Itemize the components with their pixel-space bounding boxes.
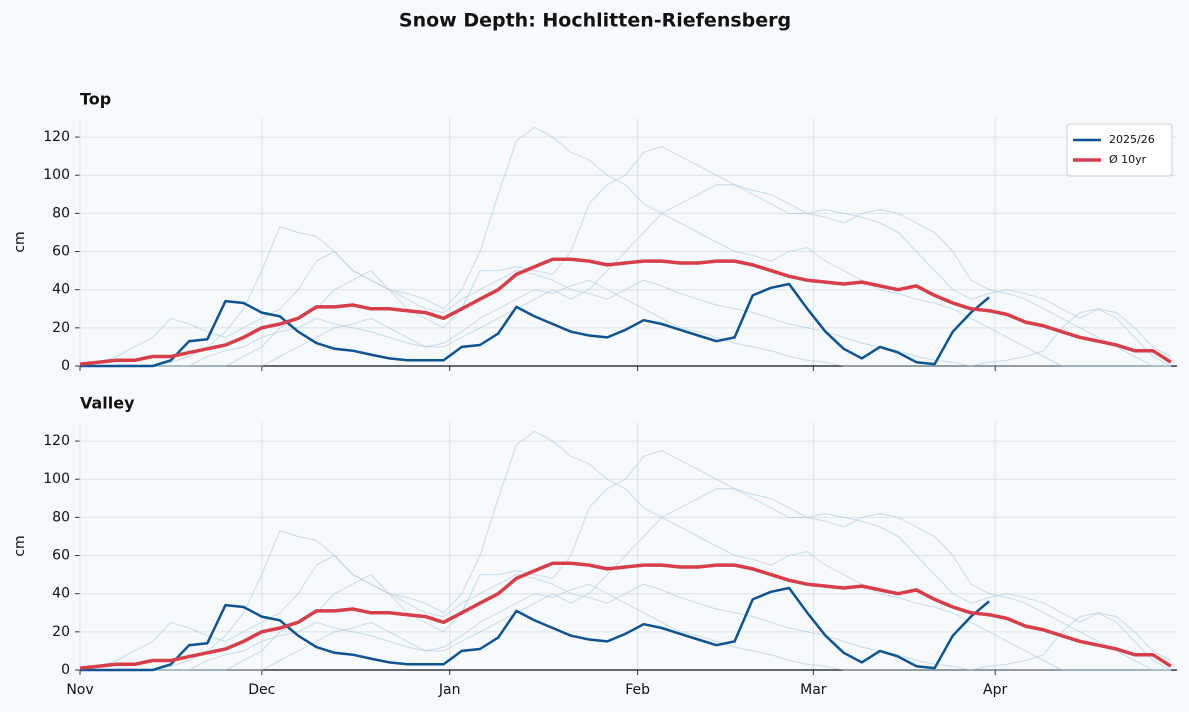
series-line (80, 282, 990, 368)
past-season-line (80, 488, 1172, 671)
y-axis-label: cm (12, 535, 28, 556)
y-tick-label: 120 (43, 433, 70, 449)
series-line (79, 561, 1172, 670)
y-tick-label: 0 (61, 358, 70, 374)
past-season-line (80, 146, 1171, 367)
y-tick-label: 100 (43, 471, 70, 487)
past-season-line (79, 251, 1171, 367)
y-tick-label: 20 (52, 320, 70, 336)
y-tick-label: 0 (61, 662, 70, 678)
x-tick-label: Nov (66, 682, 93, 698)
past-season-line (80, 279, 1172, 367)
y-tick-label: 60 (52, 244, 70, 260)
past-season-line (80, 583, 1172, 671)
y-tick-label: 120 (43, 129, 70, 145)
y-axis-label: cm (12, 231, 28, 252)
panel-title: Top (80, 90, 111, 109)
past-season-line (80, 184, 1172, 367)
figure-title: Snow Depth: Hochlitten-Riefensberg (399, 10, 791, 32)
past-season-line (80, 431, 1171, 671)
x-tick-label: Jan (438, 682, 461, 698)
y-tick-label: 80 (52, 509, 70, 525)
y-tick-label: 20 (52, 624, 70, 640)
legend-box (1066, 123, 1173, 177)
y-tick-label: 40 (52, 282, 70, 298)
past-season-line (79, 555, 1171, 671)
panel-title: Valley (80, 394, 135, 413)
y-tick-label: 100 (43, 167, 70, 183)
x-tick-label: Dec (248, 682, 275, 698)
past-season-line (80, 127, 1171, 367)
y-tick-label: 80 (52, 205, 70, 221)
y-tick-label: 60 (52, 548, 70, 564)
past-season-line (80, 450, 1171, 671)
legend-label: Ø 10yr (1109, 153, 1147, 166)
x-tick-label: Feb (625, 682, 650, 698)
x-tick-label: Mar (800, 682, 827, 698)
y-tick-label: 40 (52, 586, 70, 602)
series-line (80, 586, 990, 672)
x-tick-label: Apr (983, 682, 1007, 698)
legend-label: 2025/26 (1109, 133, 1155, 146)
series-line (79, 257, 1172, 366)
